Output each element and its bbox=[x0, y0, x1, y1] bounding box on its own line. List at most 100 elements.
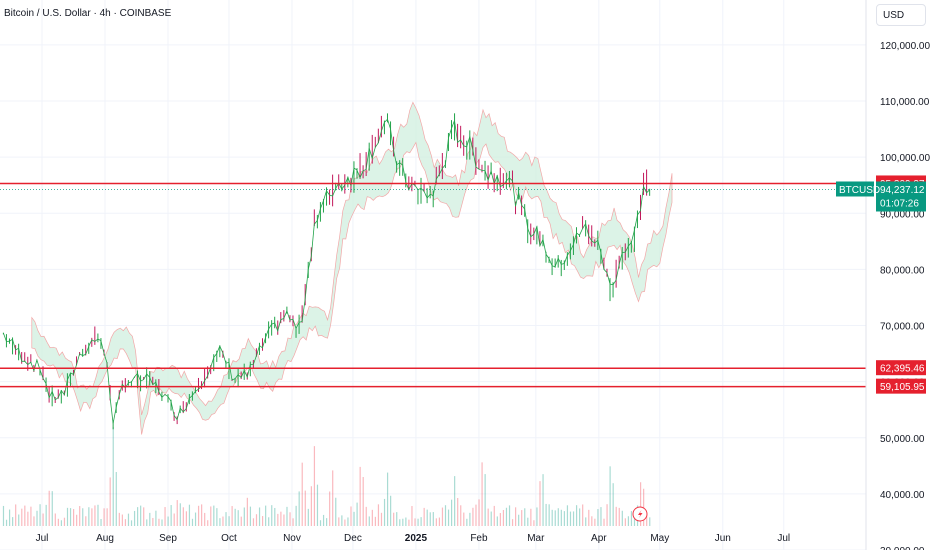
volume-bar bbox=[197, 505, 200, 526]
time-tick-label: 2025 bbox=[405, 533, 428, 544]
price-tick-label: 80,000.00 bbox=[880, 265, 925, 276]
volume-bar bbox=[383, 498, 386, 526]
volume-bar bbox=[447, 509, 450, 526]
volume-bar bbox=[298, 491, 300, 526]
volume-bar bbox=[359, 466, 361, 526]
volume-bar bbox=[515, 507, 517, 526]
volume-bar bbox=[39, 504, 41, 526]
volume-bar bbox=[518, 514, 520, 526]
chart-title: Bitcoin / U.S. Dollar · 4h · COINBASE bbox=[4, 8, 172, 19]
volume-bar bbox=[572, 511, 575, 526]
volume-bar bbox=[307, 508, 309, 526]
volume-bar bbox=[524, 508, 526, 526]
volume-bar bbox=[630, 511, 633, 526]
volume-bar bbox=[390, 495, 392, 526]
time-tick-label: Aug bbox=[96, 533, 114, 544]
symbol-label: BTCUSD bbox=[839, 185, 880, 196]
volume-bar bbox=[18, 514, 20, 526]
volume-bar bbox=[222, 516, 224, 526]
cloud-band bbox=[31, 101, 673, 435]
volume-bar bbox=[201, 504, 203, 526]
time-tick-label: Feb bbox=[470, 533, 488, 544]
volume-bar bbox=[344, 519, 346, 526]
volume-bar bbox=[649, 517, 651, 526]
volume-bar bbox=[185, 511, 187, 526]
price-candles bbox=[2, 113, 651, 430]
volume-bar bbox=[69, 508, 72, 526]
volume-bar bbox=[73, 509, 75, 526]
volume-bar bbox=[82, 508, 84, 526]
volume-bar bbox=[76, 514, 78, 526]
volume-bar bbox=[246, 497, 248, 526]
volume-bar bbox=[511, 519, 514, 526]
time-axis: Jul Aug Sep Oct Nov Dec 2025 Feb Mar Apr May Jun Jul bbox=[36, 533, 791, 544]
volume-bar bbox=[319, 520, 322, 526]
volume-bar bbox=[560, 509, 562, 526]
volume-bar bbox=[493, 505, 495, 526]
volume-bar bbox=[112, 427, 114, 526]
volume-bar bbox=[432, 512, 434, 526]
volume-bar bbox=[530, 508, 532, 526]
price-line bbox=[3, 118, 650, 424]
volume-bar bbox=[490, 511, 492, 526]
volume-bar bbox=[332, 470, 334, 526]
volume-bar bbox=[127, 513, 130, 526]
volume-bar bbox=[423, 507, 425, 526]
volume-bar bbox=[42, 513, 44, 526]
level-price-label: 62,395.46 bbox=[880, 364, 925, 375]
volume-bar bbox=[594, 518, 596, 526]
volume-bar bbox=[429, 512, 431, 526]
price-tick-label: 50,000.00 bbox=[880, 434, 925, 445]
volume-bar bbox=[444, 505, 447, 526]
volume-bar bbox=[228, 516, 230, 526]
volume-bar bbox=[463, 512, 465, 526]
volume-bar bbox=[566, 505, 569, 526]
volume-bar bbox=[508, 505, 511, 526]
volume-bar bbox=[609, 466, 611, 526]
volume-bar bbox=[585, 517, 587, 526]
volume-bar bbox=[435, 518, 437, 526]
volume-bar bbox=[551, 509, 553, 526]
volume-bar bbox=[94, 505, 96, 526]
volume-bar bbox=[265, 505, 267, 526]
volume-bar bbox=[15, 504, 17, 526]
volume-bar bbox=[496, 516, 498, 526]
volume-bars bbox=[2, 427, 651, 526]
volume-bar bbox=[353, 511, 355, 526]
volume-bar bbox=[133, 510, 136, 526]
volume-bar bbox=[582, 504, 584, 526]
level-price-tag bbox=[876, 360, 926, 376]
volume-bar bbox=[399, 519, 401, 526]
volume-bar bbox=[51, 491, 53, 526]
volume-bar bbox=[417, 518, 419, 526]
lightning-icon[interactable] bbox=[632, 506, 648, 522]
volume-bar bbox=[216, 508, 218, 526]
volume-bar bbox=[484, 474, 486, 526]
time-tick-label: Jun bbox=[715, 533, 731, 544]
volume-bar bbox=[469, 512, 471, 526]
currency-button[interactable]: USD bbox=[876, 4, 926, 26]
volume-bar bbox=[191, 518, 194, 526]
volume-bar bbox=[109, 477, 111, 526]
volume-bar bbox=[579, 508, 581, 526]
volume-bar bbox=[182, 507, 184, 526]
volume-bar bbox=[21, 508, 23, 526]
volume-bar bbox=[161, 519, 163, 526]
volume-bar bbox=[91, 508, 93, 526]
volume-bar bbox=[60, 520, 63, 526]
volume-bar bbox=[258, 507, 261, 526]
volume-bar bbox=[408, 519, 410, 526]
symbol-tag bbox=[836, 181, 874, 197]
volume-bar bbox=[438, 517, 441, 526]
time-tick-label: May bbox=[650, 533, 669, 544]
volume-bar bbox=[155, 510, 157, 526]
volume-bar bbox=[240, 516, 242, 526]
price-tags: 95,309.3762,395.4659,105.9594,237.1201:0… bbox=[836, 175, 926, 394]
volume-bar bbox=[338, 517, 340, 526]
volume-bar bbox=[310, 486, 312, 526]
volume-bar bbox=[454, 476, 456, 526]
volume-bar bbox=[633, 515, 636, 526]
volume-bar bbox=[255, 514, 258, 526]
volume-bar bbox=[146, 519, 148, 526]
